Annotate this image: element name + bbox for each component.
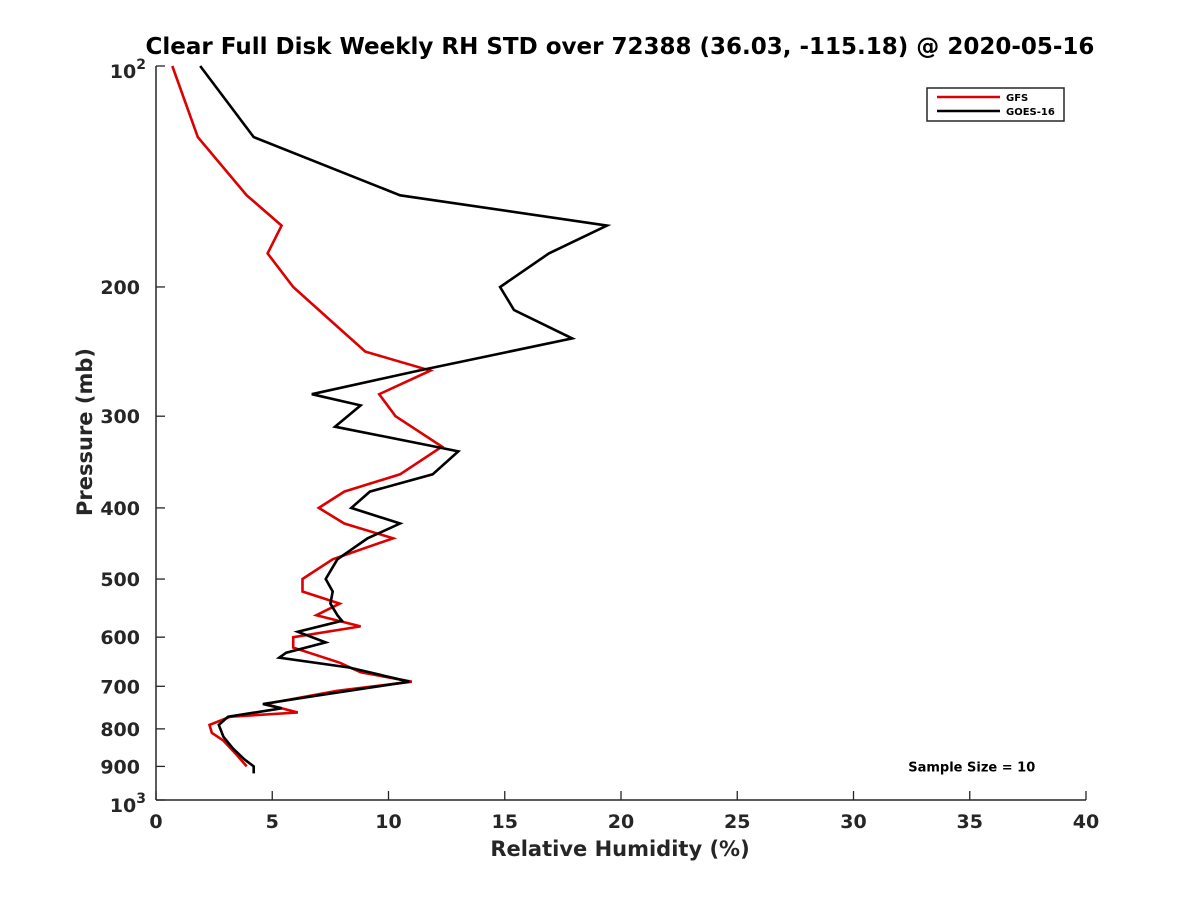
y-axis-ticks: 102 200 300 400 500 600 700 800 900 103 (100, 57, 165, 817)
legend-label: GOES-16 (1006, 107, 1055, 118)
y-axis-label: Pressure (mb) (73, 348, 97, 516)
chart-title: Clear Full Disk Weekly RH STD over 72388… (146, 34, 1095, 60)
y-tick-label: 600 (100, 627, 140, 649)
x-tick-label: 10 (375, 811, 401, 833)
legend-box (926, 87, 1065, 122)
y-tick-label: 200 (100, 277, 140, 299)
y-tick-label: 800 (100, 719, 140, 741)
x-tick-label: 30 (840, 811, 866, 833)
series-line-goes-16 (199, 65, 612, 774)
x-tick-label: 15 (492, 811, 518, 833)
y-tick-label: 102 (110, 57, 146, 83)
x-tick-label: 25 (724, 811, 750, 833)
y-tick-label: 500 (100, 569, 140, 591)
x-tick-label: 20 (608, 811, 634, 833)
series-line-gfs (171, 65, 445, 768)
x-tick-label: 5 (266, 811, 279, 833)
x-tick-label: 40 (1073, 811, 1099, 833)
axes (155, 66, 1086, 801)
plot-lines (171, 65, 612, 774)
x-axis-ticks: 0 5 10 15 20 25 30 35 40 (149, 791, 1099, 833)
y-tick-label: 300 (100, 406, 140, 428)
annotations: Sample Size = 10 (908, 760, 1035, 775)
sample-size-annotation: Sample Size = 10 (908, 760, 1035, 775)
legend: GFS GOES-16 (926, 87, 1065, 122)
x-tick-label: 0 (149, 811, 162, 833)
y-tick-label: 900 (100, 756, 140, 778)
y-tick-label: 700 (100, 676, 140, 698)
y-tick-label: 103 (110, 791, 146, 817)
x-tick-label: 35 (957, 811, 983, 833)
y-tick-label: 400 (100, 498, 140, 520)
x-axis-label: Relative Humidity (%) (490, 837, 749, 861)
legend-label: GFS (1006, 93, 1028, 104)
